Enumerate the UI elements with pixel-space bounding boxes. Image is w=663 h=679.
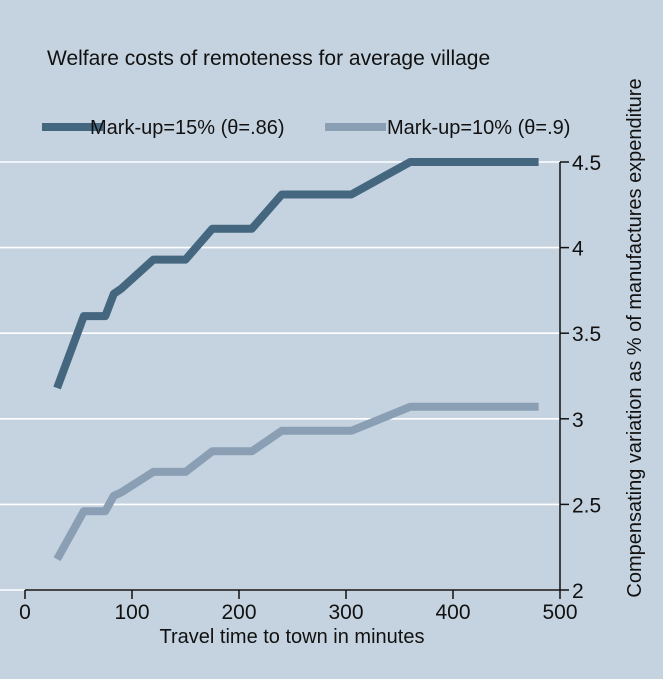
x-ticks: 0 100 200 300 400 500 (19, 590, 578, 624)
y-tick-label-4: 4 (572, 238, 584, 261)
y-tick-label-2: 3 (572, 409, 584, 432)
x-tick-label-1: 100 (114, 601, 149, 624)
y-tick-label-3: 3.5 (572, 323, 601, 346)
x-tick-label-2: 200 (221, 601, 256, 624)
series-layer (53, 158, 539, 562)
axes (25, 162, 561, 591)
y-tick-label-1: 2.5 (572, 494, 601, 517)
x-tick-label-0: 0 (19, 601, 31, 624)
series-line-1 (53, 158, 539, 390)
x-tick-label-4: 400 (435, 601, 470, 624)
legend-label-series-1: Mark-up=15% (θ=.86) (90, 117, 285, 139)
chart-title: Welfare costs of remoteness for average … (47, 47, 490, 70)
x-axis-label: Travel time to town in minutes (160, 626, 425, 648)
y-axis-label: Compensating variation as % of manufactu… (624, 78, 646, 597)
series-line-2 (53, 402, 539, 562)
legend: Mark-up=15% (θ=.86) Mark-up=10% (θ=.9) (42, 117, 570, 139)
y-ticks: 2 2.5 3 3.5 4 4.5 (560, 152, 601, 603)
x-tick-label-3: 300 (328, 601, 363, 624)
y-tick-label-5: 4.5 (572, 152, 601, 175)
x-tick-label-5: 500 (542, 601, 577, 624)
legend-label-series-2: Mark-up=10% (θ=.9) (387, 117, 570, 139)
y-tick-label-0: 2 (572, 580, 584, 603)
